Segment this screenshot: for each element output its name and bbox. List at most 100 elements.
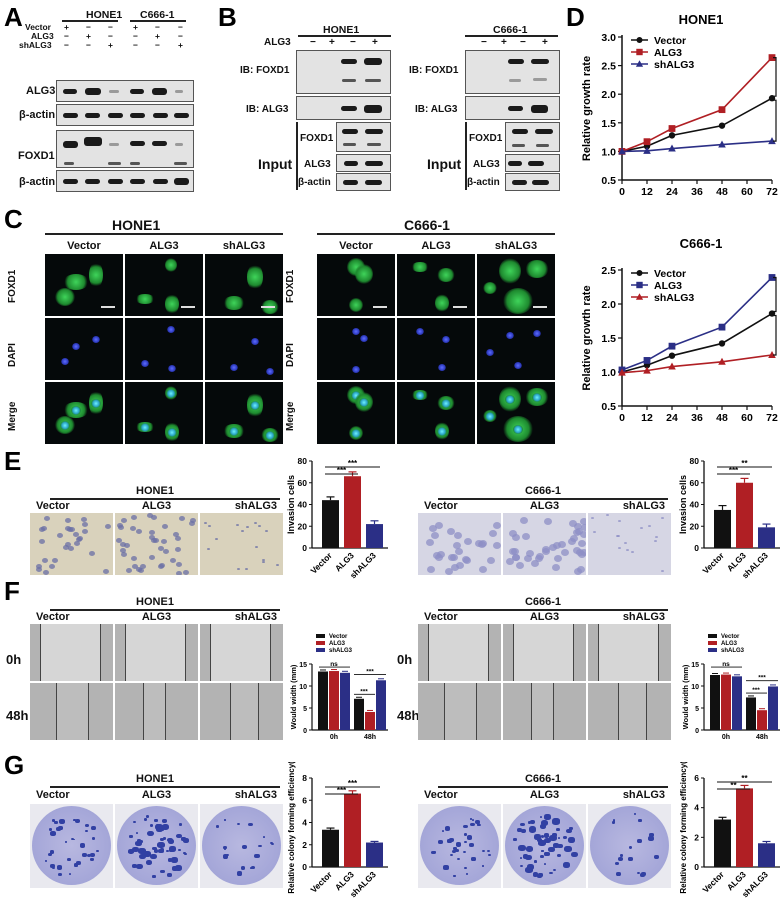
column-label: ALG3 <box>141 789 172 801</box>
panel-letter-c: C <box>4 204 23 234</box>
wound-image <box>115 624 198 681</box>
bar <box>366 524 383 548</box>
transwell-image <box>115 513 198 575</box>
bar <box>758 843 775 867</box>
cell-line-label: C666-1 <box>524 485 562 497</box>
legend-label: ALG3 <box>654 47 682 59</box>
blot-input-beta-actin-c666 <box>505 173 560 191</box>
legend-label: Vector <box>654 268 686 280</box>
if-image-dapi <box>397 318 475 380</box>
blot-alg3 <box>56 80 194 102</box>
y-tick-label: 60 <box>298 478 308 488</box>
colony-chart-c666: 0 2 4 6 Relative colony forming efficiency(%… <box>679 762 780 899</box>
x-tick-label: Vector <box>308 550 334 576</box>
y-axis-label: Would width (mm) <box>681 664 690 729</box>
wound-image <box>418 683 501 740</box>
bar <box>758 527 775 548</box>
cell-line-label: HONE1 <box>136 485 174 497</box>
legend-label: shALG3 <box>721 648 745 654</box>
x-tick-label: 0 <box>619 186 625 198</box>
y-axis-label: Invasion cells <box>678 475 688 534</box>
x-tick-label: 36 <box>691 186 703 198</box>
x-tick-label: Vector <box>700 869 726 895</box>
sign: + <box>133 22 138 32</box>
sign: − <box>108 22 113 32</box>
significance-label: ns <box>330 661 338 668</box>
scale-bar <box>373 306 387 308</box>
significance-label: ** <box>741 459 748 468</box>
column-label: Vector <box>36 500 70 512</box>
y-tick-label: 0 <box>694 862 699 872</box>
cell-line-label: HONE1 <box>112 217 161 233</box>
scale-bar <box>101 306 115 308</box>
if-image-foxd1 <box>125 254 203 316</box>
column-label: shALG3 <box>622 500 665 512</box>
column-label: shALG3 <box>494 240 538 252</box>
x-tick-label: 48h <box>756 734 768 741</box>
chart-title: HONE1 <box>679 12 724 27</box>
x-tick-label: 0h <box>722 734 730 741</box>
if-image-merge <box>205 382 283 444</box>
sign: − <box>178 22 183 32</box>
x-tick-label: 12 <box>641 412 653 424</box>
if-image-merge <box>397 382 475 444</box>
y-tick-label: 0 <box>694 543 699 553</box>
row-label: FOXD1 <box>7 269 18 303</box>
significance-label: *** <box>337 786 347 795</box>
significance-label: ** <box>741 774 748 783</box>
input-label: Input <box>258 156 293 172</box>
colony-dish-image <box>588 804 671 888</box>
blot-input-beta-actin <box>336 173 391 191</box>
blot-ib-foxd1-c666 <box>465 50 560 94</box>
column-label: shALG3 <box>234 611 277 623</box>
y-tick-label: 2.0 <box>601 299 616 311</box>
ib-label: IB: FOXD1 <box>409 65 459 76</box>
y-tick-label: 0 <box>302 862 307 872</box>
column-label: shALG3 <box>234 789 277 801</box>
row-label: FOXD1 <box>285 269 296 303</box>
wound-image <box>503 683 586 740</box>
significance-label: *** <box>360 688 368 695</box>
x-tick-label: 12 <box>641 186 653 198</box>
sign: − <box>86 22 91 32</box>
panel-letter-d: D <box>566 2 585 32</box>
timepoint-label: 0h <box>397 652 413 667</box>
significance-label: *** <box>729 466 739 475</box>
wound-image <box>588 624 671 681</box>
column-label: shALG3 <box>622 789 665 801</box>
significance-label: *** <box>752 687 760 694</box>
column-label: ALG3 <box>421 240 451 252</box>
if-image-merge <box>45 382 123 444</box>
blot-beta-actin-2 <box>56 170 194 192</box>
panel-letter-g: G <box>4 750 25 780</box>
wound-image <box>588 683 671 740</box>
y-tick-label: 4 <box>302 818 307 828</box>
legend-label: ALG3 <box>654 280 682 292</box>
y-tick-label: 0.5 <box>601 175 616 187</box>
bar <box>732 676 742 730</box>
sign: − <box>133 40 138 50</box>
legend-label: Vector <box>721 634 740 640</box>
sign: − <box>108 31 113 41</box>
y-tick-label: 8 <box>302 773 307 783</box>
cell-line-label: C666-1 <box>524 596 562 608</box>
blot-ib-foxd1 <box>296 50 391 94</box>
y-tick-label: 0 <box>303 728 307 735</box>
y-tick-label: 0.5 <box>601 401 616 413</box>
sign: + <box>155 31 160 41</box>
wound-image <box>30 683 113 740</box>
legend-label: Vector <box>329 634 348 640</box>
significance-label: *** <box>337 466 347 475</box>
y-tick-label: 0 <box>302 543 307 553</box>
row-label: DAPI <box>7 343 18 367</box>
x-tick-label: 72 <box>766 186 778 198</box>
blot-label: FOXD1 <box>18 150 55 162</box>
transwell-image <box>200 513 283 575</box>
column-label: ALG3 <box>529 500 560 512</box>
column-label: Vector <box>67 240 101 252</box>
sign: + <box>86 31 91 41</box>
y-tick-label: 10 <box>299 684 307 691</box>
cell-line-label: HONE1 <box>136 596 174 608</box>
y-tick-label: 2.5 <box>601 61 616 73</box>
legend-label: shALG3 <box>329 648 353 654</box>
